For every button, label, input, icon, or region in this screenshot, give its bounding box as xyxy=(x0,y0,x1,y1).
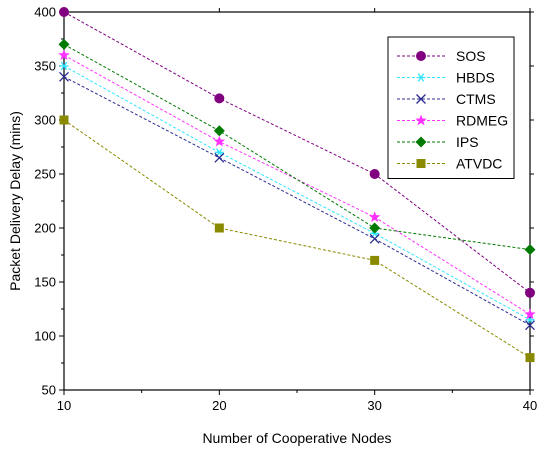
data-point-atvdc xyxy=(59,115,69,125)
legend-item-ctms: CTMS xyxy=(397,91,496,107)
legend-marker xyxy=(416,159,426,168)
series-ctms xyxy=(59,71,535,331)
data-point-ips xyxy=(369,222,381,234)
data-point-hbds xyxy=(59,61,69,71)
y-tick-label: 100 xyxy=(34,329,56,344)
legend-label: RDMEG xyxy=(456,113,508,129)
series-rdmeg xyxy=(58,49,536,320)
data-point-hbds xyxy=(214,148,224,157)
legend: SOS HBDS CTMS RDMEG IPS ATVDC xyxy=(387,36,515,179)
y-tick-label: 250 xyxy=(34,167,56,182)
legend-item-atvdc: ATVDC xyxy=(397,156,502,172)
data-point-sos xyxy=(59,7,69,17)
data-point-atvdc xyxy=(370,255,380,265)
data-point-ctms xyxy=(214,152,225,163)
legend-marker xyxy=(416,94,426,104)
data-point-sos xyxy=(214,93,225,104)
legend-marker xyxy=(415,114,427,126)
data-point-rdmeg xyxy=(368,211,381,223)
y-tick-label: 200 xyxy=(34,221,56,236)
data-point-ips xyxy=(58,38,70,50)
legend-label: IPS xyxy=(456,134,479,150)
series-line-hbds xyxy=(63,65,531,321)
legend-item-sos: SOS xyxy=(397,48,486,64)
series-ips xyxy=(58,38,536,256)
data-point-sos xyxy=(369,169,380,179)
y-tick-label: 50 xyxy=(42,383,56,398)
legend-marker xyxy=(416,73,426,82)
series-sos xyxy=(59,7,535,298)
data-point-atvdc xyxy=(214,223,224,233)
legend-label: ATVDC xyxy=(456,156,502,172)
legend-label: CTMS xyxy=(456,91,496,107)
series-line-ctms xyxy=(63,76,531,326)
data-point-ctms xyxy=(59,71,69,82)
series-line-rdmeg xyxy=(63,54,531,315)
x-tick-label: 10 xyxy=(57,398,71,413)
x-tick-label: 30 xyxy=(367,398,381,413)
data-point-rdmeg xyxy=(213,135,226,147)
data-point-atvdc xyxy=(525,353,535,363)
x-axis-title: Number of Cooperative Nodes xyxy=(202,430,391,446)
x-tick-label: 20 xyxy=(212,398,226,413)
legend-item-hbds: HBDS xyxy=(397,70,495,86)
data-point-ips xyxy=(524,244,536,256)
legend-marker xyxy=(416,51,426,61)
legend-label: SOS xyxy=(456,48,486,64)
legend-item-rdmeg: RDMEG xyxy=(397,113,508,129)
legend-marker xyxy=(415,136,427,148)
data-point-rdmeg xyxy=(58,49,70,61)
y-tick-label: 150 xyxy=(34,275,56,290)
y-axis-title: Packet Delivery Delay (mins) xyxy=(7,111,23,291)
data-point-ctms xyxy=(525,320,535,331)
data-point-ctms xyxy=(369,233,380,244)
legend-box xyxy=(387,36,515,179)
data-point-sos xyxy=(525,287,535,298)
series-atvdc xyxy=(59,115,535,363)
y-tick-label: 300 xyxy=(34,113,56,128)
legend-label: HBDS xyxy=(456,70,495,86)
legend-item-ips: IPS xyxy=(397,134,479,150)
x-tick-label: 40 xyxy=(523,398,537,413)
data-point-ips xyxy=(213,125,225,137)
data-point-rdmeg xyxy=(524,308,536,320)
y-tick-label: 400 xyxy=(34,5,56,20)
y-tick-label: 350 xyxy=(34,59,56,74)
